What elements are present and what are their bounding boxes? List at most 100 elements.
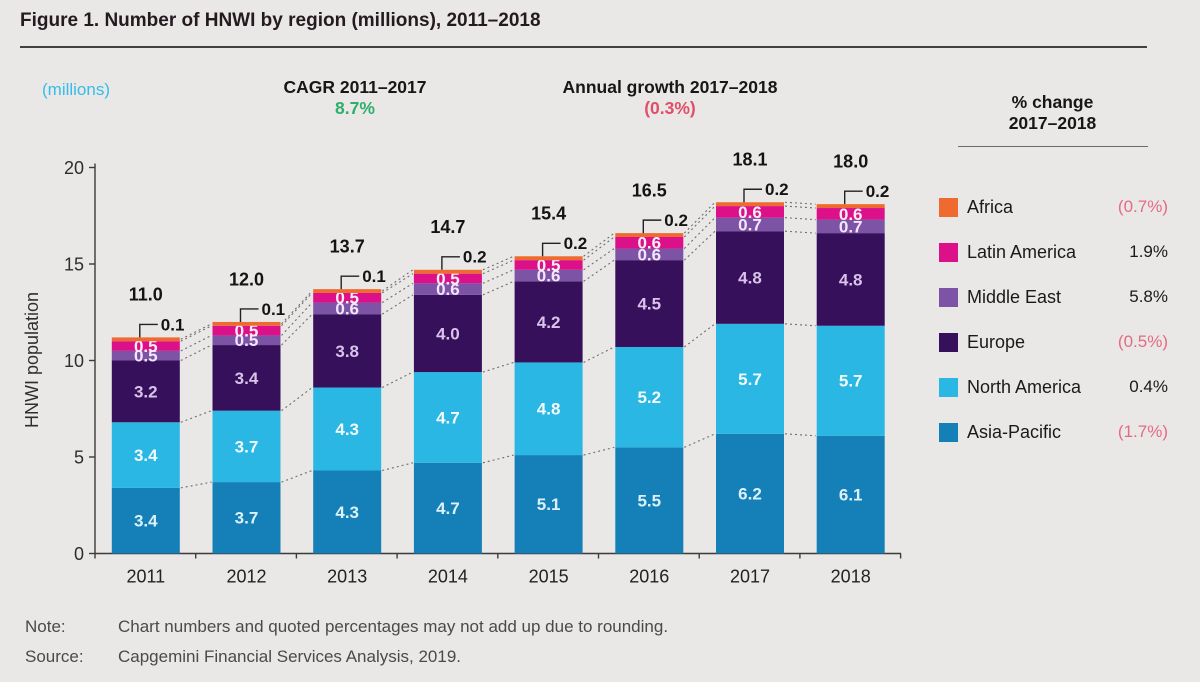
annual-growth-block: Annual growth 2017–2018 (0.3%) xyxy=(545,77,795,119)
bar-segment-europe-2012 xyxy=(212,345,281,411)
title-divider xyxy=(20,46,1147,48)
callout-bracket xyxy=(844,190,863,205)
connector-line xyxy=(382,462,414,472)
segment-value-label: 4.7 xyxy=(436,499,460,518)
connector-line xyxy=(683,323,716,348)
segment-value-label: 4.8 xyxy=(839,270,863,289)
legend-item-middle-east: Middle East 5.8% xyxy=(939,286,1168,308)
legend-swatch-latin-america xyxy=(939,242,958,262)
bar-segment-north-america-2016 xyxy=(615,346,684,448)
segment-value-label: 3.4 xyxy=(134,512,158,531)
connector-line xyxy=(281,469,313,483)
note-text: Chart numbers and quoted percentages may… xyxy=(118,617,669,636)
connector-line xyxy=(784,201,816,205)
bar-total-label: 14.7 xyxy=(430,217,465,237)
bar-segment-asia-pacific-2011 xyxy=(111,487,180,554)
annual-growth-label: Annual growth 2017–2018 xyxy=(562,77,778,97)
legend-item-asia-pacific: Asia-Pacific (1.7%) xyxy=(939,421,1168,443)
bar-segment-europe-2011 xyxy=(111,360,180,423)
notes-block: Note: Chart numbers and quoted percentage… xyxy=(25,612,668,672)
source-text: Capgemini Financial Services Analysis, 2… xyxy=(118,647,462,666)
connector-line xyxy=(180,325,212,342)
legend-value: (0.7%) xyxy=(1117,197,1168,216)
legend-header-line2: 2017–2018 xyxy=(1008,113,1097,133)
legend-header: % change 2017–2018 xyxy=(940,92,1165,134)
figure-title: Figure 1. Number of HNWI by region (mill… xyxy=(20,10,541,31)
bar-segment-middle-east-2016 xyxy=(615,248,684,261)
bar-segment-middle-east-2017 xyxy=(716,217,784,232)
legend-swatch-middle-east xyxy=(939,287,958,307)
connector-line xyxy=(683,217,716,249)
connector-line xyxy=(381,273,414,294)
legend-label: Asia-Pacific xyxy=(967,421,1062,442)
note-label: Note: xyxy=(25,617,66,636)
bar-segment-middle-east-2012 xyxy=(212,335,281,346)
bar-segment-europe-2016 xyxy=(615,260,684,347)
callout-value-label: 0.1 xyxy=(262,300,286,319)
y-tick-label: 5 xyxy=(74,447,84,467)
bar-total-label: 18.1 xyxy=(732,150,767,170)
cagr-value: 8.7% xyxy=(335,98,375,118)
segment-value-label: 0.6 xyxy=(637,245,661,264)
callout-value-label: 0.2 xyxy=(866,182,890,201)
bar-segment-north-america-2011 xyxy=(111,422,180,488)
legend-label: Latin America xyxy=(967,241,1077,262)
segment-value-label: 0.6 xyxy=(738,203,762,222)
legend-value: 1.9% xyxy=(1129,242,1168,261)
connector-line xyxy=(381,282,414,304)
legend-label: Middle East xyxy=(967,286,1062,307)
segment-value-label: 0.6 xyxy=(537,267,561,286)
y-tick-label: 0 xyxy=(74,544,84,564)
bar-segment-europe-2013 xyxy=(313,314,382,388)
connector-line xyxy=(482,361,514,373)
bar-segment-asia-pacific-2013 xyxy=(313,470,382,554)
legend-swatch-europe xyxy=(939,332,958,352)
segment-value-label: 5.5 xyxy=(637,491,661,510)
segment-value-label: 0.7 xyxy=(839,217,863,236)
x-category-label: 2016 xyxy=(629,566,669,586)
segment-value-label: 5.2 xyxy=(637,388,661,407)
legend-swatch-africa xyxy=(939,197,958,217)
segment-value-label: 4.2 xyxy=(537,313,561,332)
bar-segment-asia-pacific-2018 xyxy=(816,435,885,554)
connector-line xyxy=(583,232,615,257)
callout-value-label: 0.2 xyxy=(564,234,588,253)
legend-value: (0.5%) xyxy=(1117,332,1168,351)
segment-value-label: 3.7 xyxy=(235,437,259,456)
segment-value-label: 0.5 xyxy=(537,256,561,275)
segment-value-label: 4.3 xyxy=(335,420,359,439)
connector-line xyxy=(784,205,816,209)
bar-segment-middle-east-2011 xyxy=(111,350,180,361)
connector-line xyxy=(381,269,414,292)
segment-value-label: 5.1 xyxy=(537,495,561,514)
bar-segment-africa-2016 xyxy=(615,233,684,237)
legend-value: (1.7%) xyxy=(1117,422,1168,441)
callout-value-label: 0.2 xyxy=(664,211,688,230)
legend-value: 0.4% xyxy=(1129,377,1168,396)
segment-value-label: 3.2 xyxy=(134,382,158,401)
connector-line xyxy=(784,433,816,437)
connector-line xyxy=(684,433,716,448)
segment-value-label: 4.3 xyxy=(335,503,359,522)
callout-bracket xyxy=(743,188,762,203)
bar-segment-north-america-2017 xyxy=(716,323,784,434)
segment-value-label: 4.8 xyxy=(537,400,561,419)
bar-segment-latin-america-2011 xyxy=(111,341,180,351)
segment-value-label: 3.4 xyxy=(235,369,259,388)
bar-segment-latin-america-2014 xyxy=(413,273,482,284)
connector-line xyxy=(381,294,414,315)
source-label: Source: xyxy=(25,647,84,666)
x-category-label: 2017 xyxy=(730,566,770,586)
legend-item-latin-america: Latin America 1.9% xyxy=(939,241,1168,263)
y-tick-label: 15 xyxy=(64,254,84,274)
legend-header-line1: % change xyxy=(1011,92,1094,112)
bar-segment-middle-east-2013 xyxy=(313,302,382,315)
bar-segment-africa-2012 xyxy=(212,321,281,326)
connector-line xyxy=(180,410,212,423)
legend-item-africa: Africa (0.7%) xyxy=(939,196,1168,218)
x-category-label: 2013 xyxy=(327,566,367,586)
bar-segment-middle-east-2015 xyxy=(514,269,583,282)
bar-segment-latin-america-2012 xyxy=(212,325,281,336)
segment-value-label: 0.6 xyxy=(637,234,661,253)
